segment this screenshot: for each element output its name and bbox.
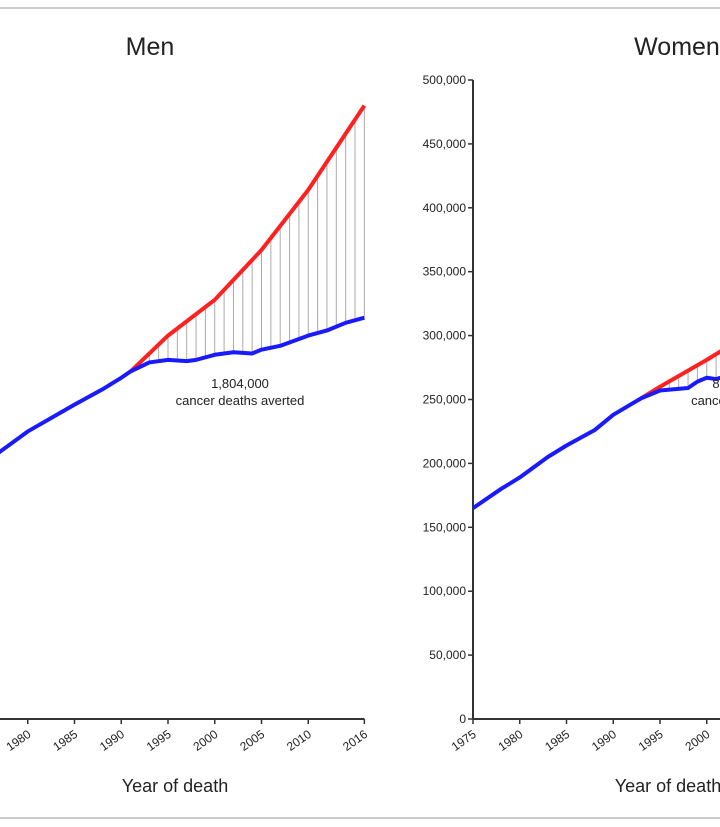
- x-tick-label: 1990: [589, 727, 619, 754]
- observed-deaths-line: [471, 375, 720, 510]
- y-tick-label: 500,000: [423, 73, 467, 87]
- annotation-value: 8: [712, 376, 719, 391]
- x-tick-label: 2000: [191, 727, 221, 754]
- x-tick-label: 1990: [97, 727, 127, 754]
- x-tick-label: 1995: [144, 727, 174, 754]
- x-tick-label: 2016: [340, 727, 370, 754]
- chart-title: Men: [126, 33, 175, 61]
- x-tick-label: 1985: [50, 727, 80, 754]
- annotation-text: cancer d: [691, 393, 720, 408]
- y-tick-label: 400,000: [423, 201, 467, 215]
- expected-deaths-line: [129, 104, 367, 373]
- annotation-text: cancer deaths averted: [176, 393, 305, 408]
- x-tick-label: 1980: [496, 727, 526, 754]
- y-tick-label: 50,000: [429, 648, 466, 662]
- x-tick-label: 2000: [683, 727, 713, 754]
- y-tick-label: 100,000: [423, 584, 467, 598]
- y-tick-label: 250,000: [423, 393, 467, 407]
- y-tick-label: 150,000: [423, 520, 467, 534]
- expected-deaths-line: [640, 349, 720, 400]
- x-axis-label: Year of death: [122, 776, 228, 796]
- x-tick-label: 1985: [542, 727, 572, 754]
- y-tick-label: 0: [459, 712, 466, 726]
- y-tick-label: 450,000: [423, 137, 467, 151]
- x-tick-label: 1975: [449, 727, 479, 754]
- men-panel: 1980 1985 1990 1995 2000 2005 2010 2016 Men Year …: [0, 33, 370, 796]
- y-tick-label: 300,000: [423, 329, 467, 343]
- observed-deaths-line: [0, 315, 365, 455]
- x-tick-label: 2005: [237, 727, 267, 754]
- annotation-value: 1,804,000: [211, 376, 269, 391]
- x-tick-label: 1995: [636, 727, 666, 754]
- x-tick-label: 2010: [284, 727, 314, 754]
- x-tick-label: 1980: [4, 727, 34, 754]
- y-tick-label: 350,000: [423, 265, 467, 279]
- x-axis-label: Year of death: [615, 776, 720, 796]
- y-tick-label: 200,000: [423, 456, 467, 470]
- chart-title: Women: [634, 33, 720, 61]
- women-panel: 0 50,000 100,000 150,000 200,000 250,000 300,0…: [423, 33, 720, 796]
